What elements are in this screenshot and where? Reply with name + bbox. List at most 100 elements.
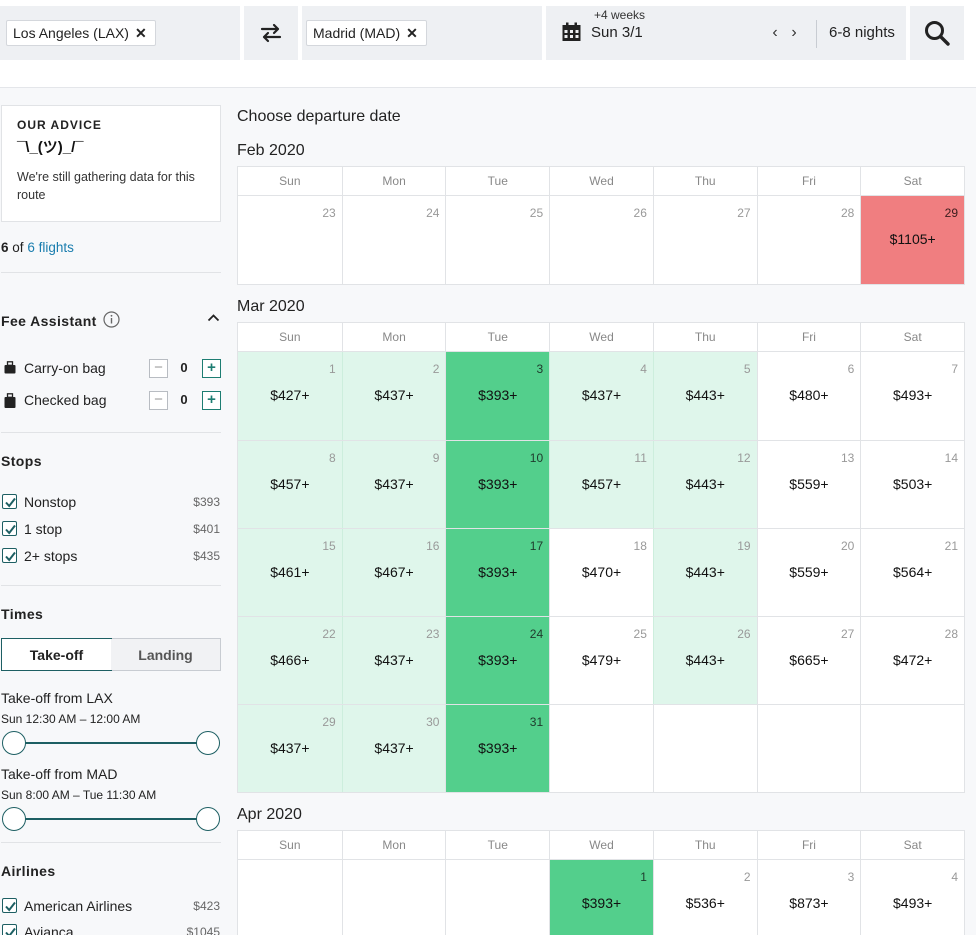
flights-total-link[interactable]: 6 flights [27, 240, 74, 255]
remove-origin-icon[interactable]: ✕ [134, 24, 147, 41]
calendar-day-cell: 23 [238, 196, 342, 284]
checkbox-checked-icon[interactable] [2, 898, 17, 913]
search-button[interactable] [910, 6, 964, 60]
calendar-day-cell[interactable]: 28 $472+ [860, 617, 965, 704]
date-field[interactable]: +4 weeks Sun 3/1 ‹ › 6-8 nights [546, 6, 906, 60]
stop-filter-2-plus-stops[interactable]: 2+ stops $435 [1, 547, 221, 567]
calendar-day-cell[interactable]: 18 $470+ [549, 529, 653, 616]
calendar-day-cell[interactable]: 29 $1105+ [860, 196, 965, 284]
calendar-day-cell[interactable]: 30 $437+ [341, 705, 446, 792]
calendar-day-cell[interactable]: 21 $564+ [860, 529, 965, 616]
nights-selector[interactable]: 6-8 nights [829, 24, 895, 41]
airline-filter-avianca[interactable]: Avianca $1045 [1, 923, 221, 935]
checkbox-checked-icon[interactable] [2, 548, 17, 563]
checked-bag-decrement-button[interactable]: − [149, 391, 168, 410]
calendar-day-cell[interactable]: 23 $437+ [341, 617, 446, 704]
calendar-day-cell[interactable]: 22 $466+ [238, 617, 342, 704]
day-price: $443+ [685, 652, 725, 668]
calendar-day-cell[interactable]: 14 $503+ [860, 441, 965, 528]
next-date-icon[interactable]: › [791, 24, 797, 41]
calendar-day-cell[interactable]: 29 $437+ [238, 705, 342, 792]
calendar-day-cell[interactable]: 19 $443+ [652, 529, 757, 616]
calendar-icon [562, 22, 581, 41]
day-price: $393+ [478, 652, 518, 668]
month-title-feb: Feb 2020 [237, 142, 305, 159]
calendar-day-cell[interactable]: 16 $467+ [341, 529, 446, 616]
checkbox-checked-icon[interactable] [2, 494, 17, 509]
calendar-day-cell[interactable]: 17 $393+ [445, 529, 550, 616]
calendar-day-cell[interactable]: 13 $559+ [756, 441, 861, 528]
takeoff-mad-slider-track[interactable] [14, 818, 208, 820]
calendar-day-cell[interactable]: 3 $873+ [756, 860, 861, 935]
takeoff-lax-slider-track[interactable] [14, 742, 208, 744]
calendar-empty-cell [341, 860, 446, 935]
takeoff-lax-end-handle[interactable] [196, 731, 220, 755]
advice-card: OUR ADVICE ¯\_(ツ)_/¯ We're still gatheri… [1, 105, 221, 222]
day-number: 20 [840, 539, 855, 553]
month-grid-mar: Sun Mon Tue Wed Thu Fri Sat 1 $427+ 2 $437+ 3 $393+ 4… [237, 322, 965, 793]
swap-button[interactable] [244, 6, 298, 60]
calendar-day-cell[interactable]: 2 $536+ [652, 860, 757, 935]
carry-on-increment-button[interactable]: + [202, 359, 221, 378]
checked-bag-increment-button[interactable]: + [202, 391, 221, 410]
calendar-day-cell[interactable]: 11 $457+ [549, 441, 653, 528]
origin-chip[interactable]: Los Angeles (LAX) ✕ [6, 20, 156, 46]
calendar-day-cell[interactable]: 31 $393+ [445, 705, 550, 792]
calendar-day-cell[interactable]: 15 $461+ [238, 529, 342, 616]
weekday-label: Tue [445, 167, 549, 195]
calendar-day-cell[interactable]: 9 $437+ [341, 441, 446, 528]
destination-field[interactable]: Madrid (MAD) ✕ [302, 6, 542, 60]
calendar-day-cell[interactable]: 20 $559+ [756, 529, 861, 616]
stop-filter-nonstop[interactable]: Nonstop $393 [1, 493, 221, 513]
tab-landing[interactable]: Landing [111, 639, 220, 670]
divider [1, 585, 221, 586]
day-price: $559+ [789, 476, 829, 492]
checkbox-checked-icon[interactable] [2, 924, 17, 935]
chevron-up-icon[interactable] [207, 313, 220, 322]
advice-title: OUR ADVICE [17, 118, 102, 132]
info-icon[interactable] [103, 311, 120, 328]
takeoff-mad-start-handle[interactable] [2, 807, 26, 831]
calendar-day-cell[interactable]: 10 $393+ [445, 441, 550, 528]
day-number: 29 [944, 206, 959, 220]
calendar-day-cell[interactable]: 6 $480+ [756, 352, 861, 440]
calendar-day-cell[interactable]: 26 $443+ [652, 617, 757, 704]
calendar-day-cell[interactable]: 4 $493+ [860, 860, 965, 935]
takeoff-mad-end-handle[interactable] [196, 807, 220, 831]
remove-destination-icon[interactable]: ✕ [406, 24, 418, 41]
day-price: $564+ [893, 564, 933, 580]
calendar-day-cell[interactable]: 7 $493+ [860, 352, 965, 440]
calendar-day-cell[interactable]: 3 $393+ [445, 352, 550, 440]
calendar-empty-cell [549, 705, 653, 792]
airline-filter-price: $423 [193, 899, 220, 913]
calendar-day-cell[interactable]: 5 $443+ [652, 352, 757, 440]
calendar-day-cell[interactable]: 27 $665+ [756, 617, 861, 704]
carry-on-count: 0 [180, 360, 188, 375]
calendar-day-cell[interactable]: 8 $457+ [238, 441, 342, 528]
calendar-day-cell[interactable]: 25 $479+ [549, 617, 653, 704]
prev-date-icon[interactable]: ‹ [772, 24, 778, 41]
destination-chip[interactable]: Madrid (MAD) ✕ [306, 20, 427, 46]
tab-take-off[interactable]: Take-off [1, 638, 112, 671]
calendar-day-cell[interactable]: 1 $427+ [238, 352, 342, 440]
calendar-day-cell[interactable]: 12 $443+ [652, 441, 757, 528]
calendar-day-cell[interactable]: 1 $393+ [549, 860, 653, 935]
day-number: 25 [529, 206, 544, 220]
day-number: 8 [329, 451, 336, 465]
fee-assistant-title[interactable]: Fee Assistant [1, 313, 97, 329]
takeoff-lax-start-handle[interactable] [2, 731, 26, 755]
checkbox-checked-icon[interactable] [2, 521, 17, 536]
day-number: 18 [633, 539, 647, 553]
calendar-day-cell[interactable]: 2 $437+ [341, 352, 446, 440]
calendar-day-cell[interactable]: 4 $437+ [549, 352, 653, 440]
weekday-label: Wed [549, 167, 653, 195]
stop-filter-1-stop[interactable]: 1 stop $401 [1, 520, 221, 540]
calendar-week-row: 29 $437+ 30 $437+ 31 $393+ [238, 704, 965, 792]
calendar-day-cell[interactable]: 24 $393+ [445, 617, 550, 704]
carry-on-decrement-button[interactable]: − [149, 359, 168, 378]
day-number: 25 [633, 627, 647, 641]
day-number: 1 [329, 362, 336, 376]
origin-field[interactable]: Los Angeles (LAX) ✕ [0, 6, 240, 60]
weekday-label: Mon [341, 167, 446, 195]
airline-filter-american[interactable]: American Airlines $423 [1, 897, 221, 917]
